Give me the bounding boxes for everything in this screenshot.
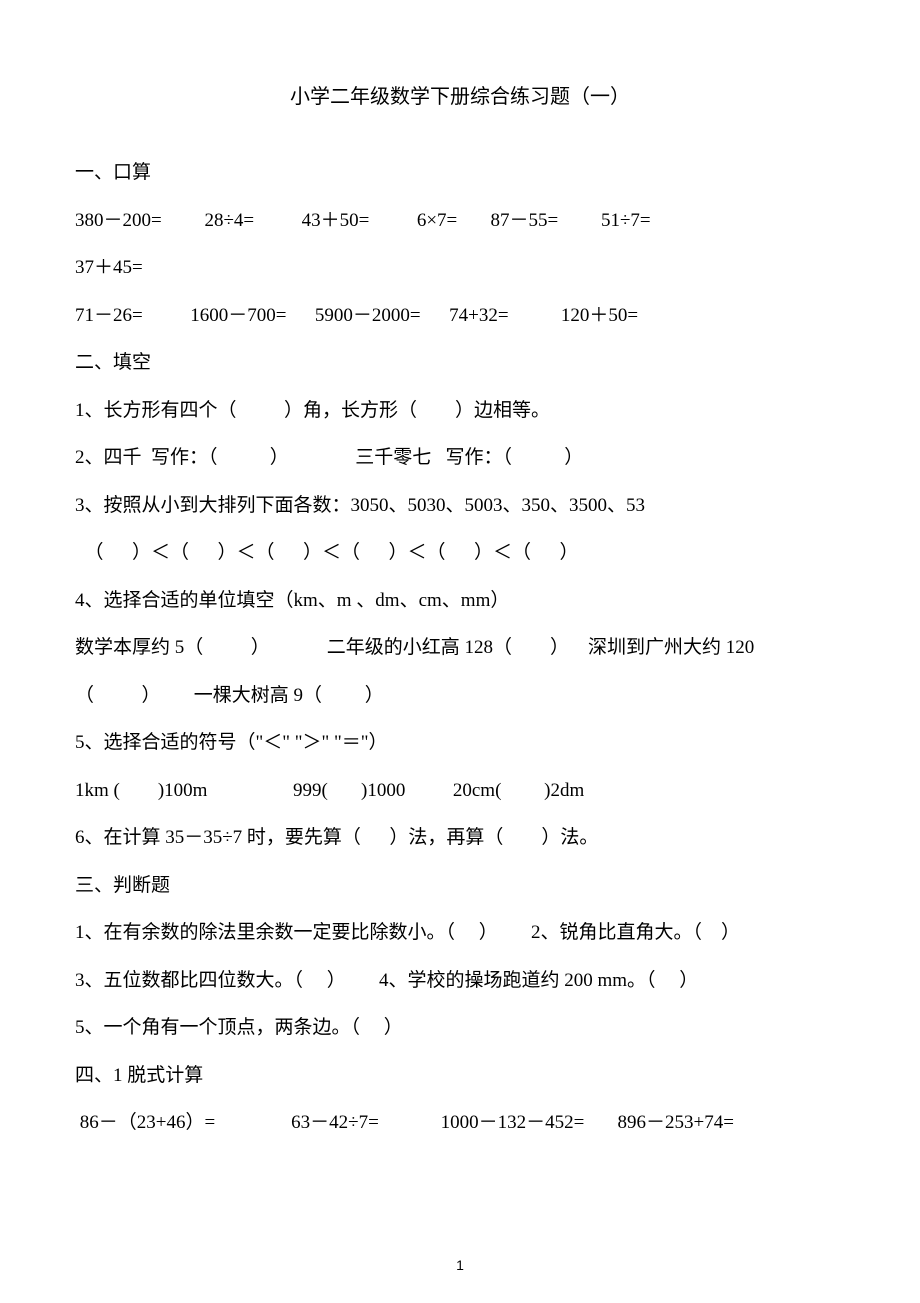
s2-q5b: 1km ( )100m 999( )1000 20cm( )2dm — [75, 767, 845, 815]
s2-q4c: （ ） 一棵大树高 9（ ） — [75, 672, 845, 720]
s3-q5: 5、一个角有一个顶点，两条边。（ ） — [75, 1004, 845, 1052]
page-title: 小学二年级数学下册综合练习题（一） — [75, 80, 845, 109]
s2-q6: 6、在计算 35－35÷7 时，要先算（ ）法，再算（ ）法。 — [75, 814, 845, 862]
s2-q4a: 4、选择合适的单位填空（km、m 、dm、cm、mm） — [75, 577, 845, 625]
s2-q4b: 数学本厚约 5（ ） 二年级的小红高 128（ ） 深圳到广州大约 120 — [75, 624, 845, 672]
section-4-header: 四、1 脱式计算 — [75, 1052, 845, 1100]
section-2-header: 二、填空 — [75, 339, 845, 387]
section-1-header: 一、口算 — [75, 149, 845, 197]
s2-q3b: （ ）＜（ ）＜（ ）＜（ ）＜（ ）＜（ ） — [75, 529, 845, 577]
section-3-header: 三、判断题 — [75, 862, 845, 910]
s2-q5a: 5、选择合适的符号（"＜" "＞" "＝"） — [75, 719, 845, 767]
s2-q3a: 3、按照从小到大排列下面各数：3050、5030、5003、350、3500、5… — [75, 482, 845, 530]
s3-q1: 1、在有余数的除法里余数一定要比除数小。（ ） 2、锐角比直角大。（ ） — [75, 909, 845, 957]
s2-q2: 2、四千 写作：（ ） 三千零七 写作：（ ） — [75, 434, 845, 482]
s3-q3: 3、五位数都比四位数大。（ ） 4、学校的操场跑道约 200 mm。（ ） — [75, 957, 845, 1005]
s2-q1: 1、长方形有四个（ ）角，长方形（ ）边相等。 — [75, 387, 845, 435]
worksheet-page: 小学二年级数学下册综合练习题（一） 一、口算 380－200= 28÷4= 43… — [0, 0, 920, 1303]
s1-row-2: 37＋45= — [75, 244, 845, 292]
s1-row-1: 380－200= 28÷4= 43＋50= 6×7= 87－55= 51÷7= — [75, 197, 845, 245]
s4-row-1: 86－（23+46）= 63－42÷7= 1000－132－452= 896－2… — [75, 1099, 845, 1147]
page-number: 1 — [0, 1257, 920, 1273]
s1-row-3: 71－26= 1600－700= 5900－2000= 74+32= 120＋5… — [75, 292, 845, 340]
